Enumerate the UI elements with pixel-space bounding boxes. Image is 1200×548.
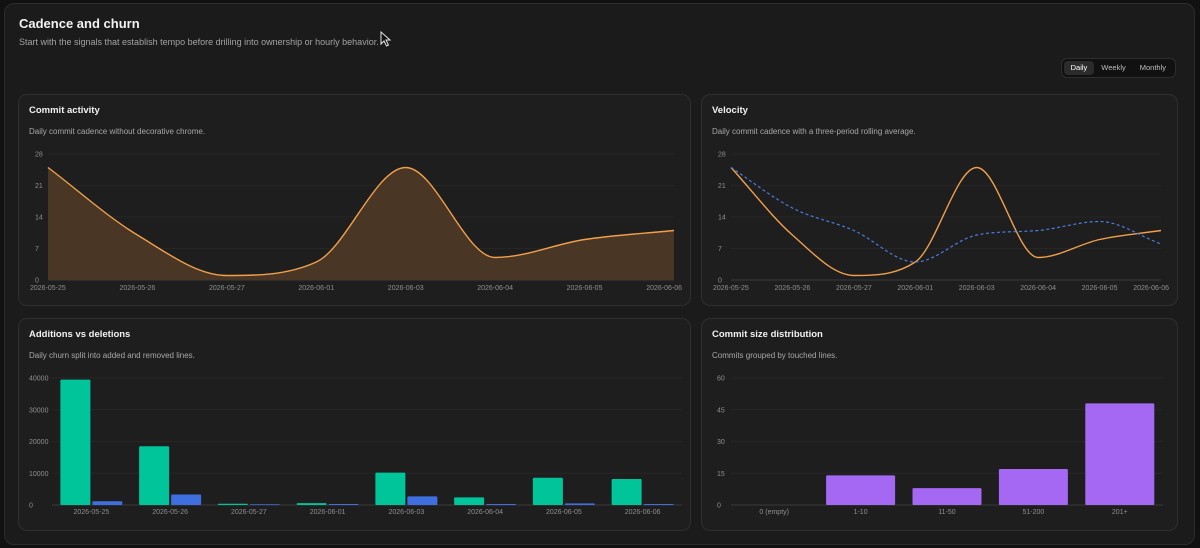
page-title: Cadence and churn (19, 16, 140, 31)
additions-bar (454, 497, 485, 505)
deletions-bar (328, 504, 359, 505)
x-tick-label: 2026-05-26 (120, 285, 156, 292)
y-tick-label: 0 (35, 278, 39, 285)
x-tick-label: 2026-05-26 (152, 509, 188, 516)
rolling-average-line (730, 166, 1162, 263)
x-tick-label: 2026-06-04 (1020, 285, 1056, 292)
period-option-monthly[interactable]: Monthly (1139, 63, 1166, 72)
page-subtitle: Start with the signals that establish te… (19, 37, 379, 47)
x-tick-label: 2026-06-01 (298, 285, 334, 292)
size-distribution-chart: 0 15 30 45 60 0 (empty) 1-10 11-50 51-200 201+ (717, 376, 1163, 516)
x-tick-label: 2026-06-03 (959, 285, 995, 292)
x-tick-label: 2026-06-03 (388, 285, 424, 292)
deletions-bar (407, 496, 438, 505)
additions-bar (296, 503, 327, 505)
x-tick-label: 2026-06-03 (388, 509, 424, 516)
x-tick-label: 2026-05-27 (231, 509, 267, 516)
mouse-cursor-icon (380, 31, 392, 47)
x-tick-label: 2026-05-27 (209, 285, 245, 292)
additions-bar (139, 446, 170, 505)
x-tick-label: 2026-05-27 (836, 285, 872, 292)
deletions-bar (564, 503, 595, 505)
x-tick-label: 2026-06-06 (646, 285, 682, 292)
velocity-card: Velocity Daily commit cadence with a thr… (701, 94, 1178, 306)
commits-line (47, 166, 675, 277)
card-description: Daily commit cadence with a three-period… (712, 127, 916, 136)
card-title: Commit size distribution (712, 329, 823, 340)
additions-deletions-chart: 0 10000 20000 30000 40000 2026-05-25 2026-05-2… (29, 376, 682, 516)
size-distribution-card: Commit size distribution Commits grouped… (701, 318, 1178, 531)
x-tick-label: 51-200 (1023, 509, 1045, 516)
size-bin-bar (998, 469, 1068, 505)
period-toggle: Daily Weekly Monthly (1060, 58, 1176, 78)
x-tick-label: 2026-06-04 (477, 285, 513, 292)
x-tick-label: 2026-06-01 (897, 285, 933, 292)
commit-activity-card: Commit activity Daily commit cadence wit… (18, 94, 691, 306)
additions-bar (375, 472, 406, 505)
x-tick-label: 2026-05-25 (73, 509, 109, 516)
x-tick-label: 2026-06-05 (546, 509, 582, 516)
y-tick-label: 10000 (29, 471, 49, 478)
commit-activity-chart: 0 7 14 21 28 2026-05-25 2026-05-26 2026-05-27 20… (30, 152, 682, 293)
deletions-bar (249, 504, 280, 505)
x-tick-label: 2026-06-05 (567, 285, 603, 292)
additions-bar (611, 478, 642, 505)
y-tick-label: 28 (35, 152, 43, 159)
y-tick-label: 21 (35, 183, 43, 190)
series-area (48, 167, 674, 280)
x-tick-label: 2026-05-25 (30, 285, 66, 292)
additions-bar (60, 379, 91, 505)
deletions-bar (643, 504, 674, 505)
y-tick-label: 0 (29, 503, 33, 510)
y-tick-label: 40000 (29, 376, 49, 383)
period-option-weekly[interactable]: Weekly (1101, 63, 1126, 72)
y-tick-label: 7 (718, 246, 722, 253)
x-tick-label: 2026-06-04 (467, 509, 503, 516)
y-tick-label: 21 (718, 183, 726, 190)
x-tick-label: 2026-06-06 (625, 509, 661, 516)
card-title: Velocity (712, 105, 748, 116)
x-tick-label: 11-50 (938, 509, 955, 516)
x-tick-label: 2026-06-01 (310, 509, 346, 516)
period-option-daily[interactable]: Daily (1063, 61, 1095, 75)
additions-deletions-card: Additions vs deletions Daily churn split… (18, 318, 691, 531)
y-tick-label: 15 (717, 471, 725, 478)
size-bin-bar (826, 475, 896, 505)
commits-line (730, 166, 1162, 277)
card-title: Commit activity (29, 105, 100, 116)
card-title: Additions vs deletions (29, 329, 131, 340)
card-description: Daily churn split into added and removed… (29, 351, 195, 360)
x-tick-label: 201+ (1112, 509, 1128, 516)
x-tick-label: 2026-06-05 (1082, 285, 1118, 292)
y-tick-label: 30000 (29, 407, 49, 414)
additions-bar (532, 477, 563, 505)
y-tick-label: 30 (717, 439, 725, 446)
y-tick-label: 28 (718, 152, 726, 159)
x-tick-label: 2026-05-25 (713, 285, 749, 292)
y-tick-label: 0 (717, 503, 721, 510)
y-tick-label: 7 (35, 246, 39, 253)
y-tick-label: 0 (718, 278, 722, 285)
x-tick-label: 0 (empty) (759, 509, 789, 516)
size-bin-bar (912, 488, 982, 505)
y-tick-label: 45 (717, 407, 725, 414)
size-bin-bar (1085, 403, 1155, 505)
x-tick-label: 2026-06-06 (1133, 285, 1169, 292)
y-tick-label: 14 (718, 215, 726, 222)
card-description: Commits grouped by touched lines. (712, 351, 838, 360)
x-tick-label: 2026-05-26 (775, 285, 811, 292)
card-description: Daily commit cadence without decorative … (29, 127, 206, 136)
y-tick-label: 20000 (29, 439, 49, 446)
velocity-chart: 0 7 14 21 28 2026-05-25 2026-05-26 2026-05-27 20… (713, 152, 1169, 293)
y-tick-label: 14 (35, 215, 43, 222)
deletions-bar (171, 494, 202, 505)
x-tick-label: 1-10 (854, 509, 868, 516)
deletions-bar (92, 501, 123, 505)
deletions-bar (486, 504, 517, 505)
additions-bar (217, 503, 248, 505)
y-tick-label: 60 (717, 376, 725, 383)
